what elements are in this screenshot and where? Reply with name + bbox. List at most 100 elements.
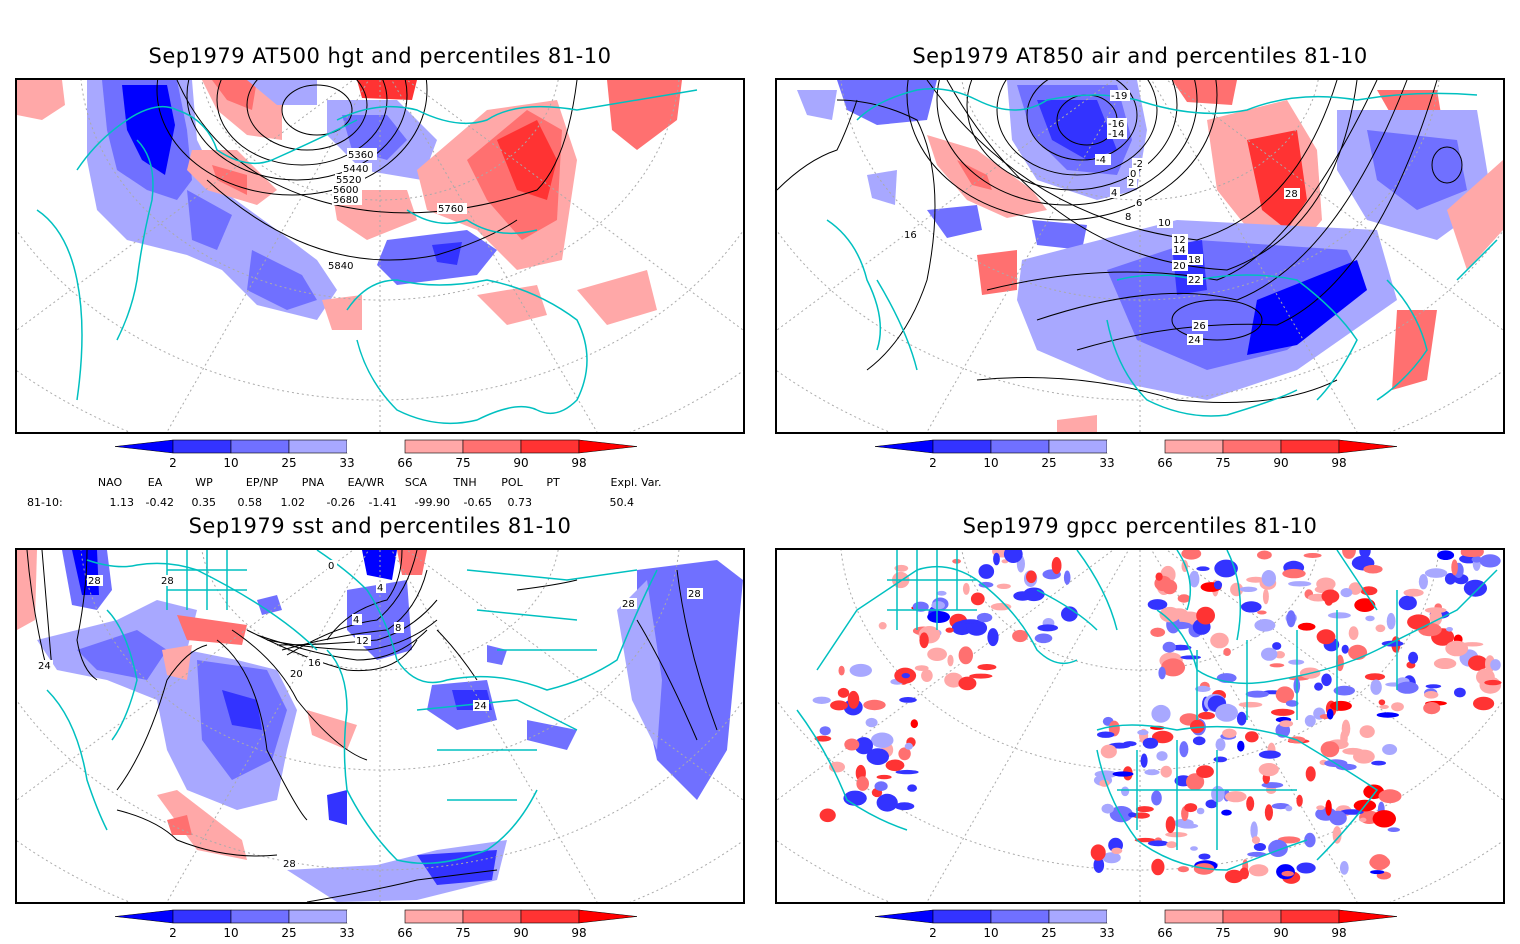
precip-wet-patch: [1316, 805, 1325, 810]
precip-wet-patch: [1196, 606, 1215, 625]
precip-dry-patch: [987, 628, 999, 647]
colorbar-tick-label: 33: [1099, 456, 1115, 470]
precip-wet-patch: [1111, 847, 1123, 854]
contour-label: 8: [395, 623, 401, 634]
colorbar-segment: [347, 440, 405, 453]
precip-wet-patch: [844, 738, 860, 751]
contour-label: 16: [308, 658, 321, 669]
panel-title-gpcc: Sep1979 gpcc percentiles 81-10: [962, 514, 1318, 538]
contour-label: 4: [377, 583, 383, 594]
precip-dry-patch: [1288, 659, 1305, 665]
shade-red-pacific-core: [957, 160, 992, 190]
precip-wet-patch: [945, 627, 954, 633]
map-hgt500: 5360 5440 5520 5600 5680 5760 5840: [15, 78, 745, 434]
index-header: POL: [501, 476, 523, 489]
precip-dry-patch: [1446, 627, 1453, 632]
index-value: -0.26: [326, 496, 355, 509]
shade-red-nwatl: [177, 615, 247, 645]
colorbar-tick-label: 98: [571, 456, 587, 470]
contour-label: 20: [290, 669, 303, 680]
index-header: EA: [147, 476, 163, 489]
precip-wet-patch: [1342, 550, 1356, 559]
colorbar-tip-high: [578, 439, 638, 454]
shade-red-n-africa: [322, 295, 362, 330]
precip-wet-patch: [1136, 806, 1154, 813]
precip-dry-patch: [1140, 753, 1148, 768]
precip-wet-patch: [1354, 598, 1376, 612]
graticule: [17, 80, 743, 432]
precip-dry-patch: [1444, 573, 1456, 585]
precip-wet-patch: [919, 632, 929, 649]
colorbar-tick-label: 2: [929, 456, 937, 470]
contour-label: 28: [1285, 189, 1298, 200]
contour-label: 22: [1188, 275, 1201, 286]
precip-wet-patch: [1391, 702, 1404, 712]
teleconnection-indices: NAO EA WP EP/NP PNA EA/WR SCA TNH POL PT Expl. Var…: [0, 476, 760, 512]
precip-dry-patch: [1376, 712, 1399, 718]
index-value: -99.90: [414, 496, 450, 509]
precip-wet-patch: [1177, 866, 1189, 873]
contours: [777, 80, 1463, 403]
precip-wet-patch: [1479, 676, 1502, 694]
colorbar-tick-label: 75: [1215, 456, 1231, 470]
index-value: -0.42: [145, 496, 174, 509]
precip-dry-patch: [1285, 805, 1293, 812]
colorbar-tip-high: [1338, 439, 1398, 454]
precip-speckle-layer: [812, 550, 1502, 884]
precip-dry-patch: [819, 726, 831, 736]
precip-wet-patch: [1348, 626, 1359, 640]
precip-wet-patch: [1239, 867, 1249, 880]
contour-label: 5680: [333, 195, 358, 206]
colorbar-tick-label: 90: [1273, 456, 1289, 470]
shade-red-india: [577, 270, 657, 325]
contour-label: 5360: [348, 150, 373, 161]
precip-wet-patch: [1342, 747, 1364, 755]
coastlines: [46, 550, 658, 865]
precip-dry-patch: [959, 619, 981, 624]
colorbar-tick-label: 33: [339, 926, 355, 940]
index-value: 0.73: [507, 496, 533, 509]
precip-dry-patch: [1387, 827, 1400, 832]
contours: [156, 80, 578, 261]
colorbar-tick-label: 90: [513, 456, 529, 470]
colorbar-tick-label: 2: [169, 926, 177, 940]
map-air850: -19 -16 -14 -4 -2 0 2 4 6 8 10 12 14 16 …: [775, 78, 1505, 434]
shade-blue-pacific-mid: [77, 630, 167, 680]
shade-red-arctic: [357, 80, 417, 100]
precip-wet-patch: [1100, 744, 1117, 759]
shade-red-asia: [607, 80, 682, 150]
map-hgt500-canvas: 5360 5440 5520 5600 5680 5760 5840: [17, 80, 743, 432]
precip-wet-patch: [1296, 794, 1303, 807]
precip-wet-patch: [1424, 691, 1439, 699]
colorbar-segment: [1107, 910, 1165, 923]
colorbar-segment: [520, 439, 580, 454]
precip-dry-patch: [1370, 679, 1382, 695]
precip-dry-patch: [1189, 570, 1200, 588]
precip-wet-patch: [1262, 588, 1269, 605]
precip-wet-patch: [1378, 789, 1402, 804]
contour-label: -4: [1096, 155, 1106, 166]
precip-wet-patch: [927, 647, 947, 661]
colorbar-swatches: [114, 439, 638, 454]
precip-wet-patch: [1090, 844, 1106, 861]
precip-dry-patch: [1471, 556, 1482, 563]
colorbar-segment: [1048, 909, 1108, 924]
index-header: WP: [195, 476, 213, 489]
precip-dry-patch: [1382, 744, 1398, 755]
precip-dry-patch: [966, 620, 988, 636]
precip-wet-patch: [1281, 870, 1294, 877]
panel-title-air850: Sep1979 AT850 air and percentiles 81-10: [912, 44, 1368, 68]
precip-dry-patch: [874, 781, 888, 792]
precip-wet-patch: [1359, 725, 1375, 738]
precip-dry-patch: [1365, 615, 1375, 622]
precip-wet-patch: [1226, 872, 1240, 878]
colorbar-segment: [1222, 439, 1282, 454]
shade-blue-caribbean: [327, 790, 347, 825]
index-value: 0.35: [191, 496, 217, 509]
precip-dry-patch: [1180, 655, 1201, 660]
precip-wet-patch: [962, 582, 970, 595]
contour-label: 16: [904, 230, 917, 241]
precip-wet-patch: [1424, 607, 1447, 614]
precip-dry-patch: [1003, 550, 1023, 563]
contour-labels: -19 -16 -14 -4 -2 0 2 4 6 8 10 12 14 16 …: [903, 90, 1300, 346]
